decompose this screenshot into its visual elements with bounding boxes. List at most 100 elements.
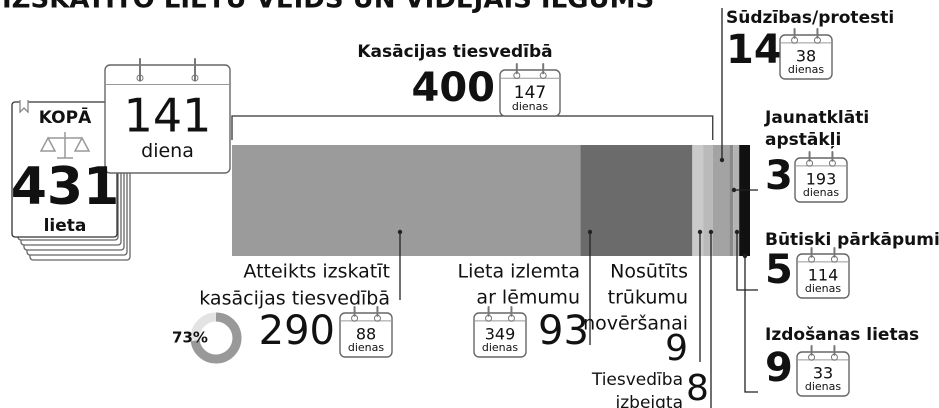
calendar-ring-base xyxy=(513,72,521,80)
calendar-ring-base xyxy=(791,36,799,44)
calendar-frame xyxy=(104,64,231,174)
segment-label: Lieta izlemta xyxy=(457,261,580,283)
segment-value: 3 xyxy=(765,153,793,199)
calendar-ring-base xyxy=(507,314,515,322)
segment-label: ar lēmumu xyxy=(476,287,580,309)
calendar-unit: diena xyxy=(141,140,194,162)
book-stack xyxy=(11,100,131,261)
leader-dot xyxy=(587,229,593,235)
share-arc xyxy=(190,312,242,364)
calendar-unit: dienas xyxy=(788,63,825,76)
calendar-frame xyxy=(794,157,848,203)
segment-label: kasācijas tiesvedībā xyxy=(199,288,390,310)
bar-segment xyxy=(692,145,704,256)
segment-value: 8 xyxy=(686,368,709,408)
bar-segment xyxy=(703,145,713,256)
segment-label: novēršanai xyxy=(583,313,688,335)
bar-segment xyxy=(232,145,581,256)
bar-segment xyxy=(712,145,730,256)
calendar-frame xyxy=(473,312,527,358)
segment-label: izbeigta xyxy=(616,393,684,408)
group-label: Kasācijas tiesvedībā xyxy=(357,42,552,62)
segment-label: Atteikts izskatīt xyxy=(243,261,390,283)
calendar-ring-base xyxy=(830,353,838,361)
leader-dot xyxy=(397,229,403,235)
calendar-days: 349 xyxy=(485,325,516,344)
segment-label: apstākļi xyxy=(765,130,841,150)
group-value: 400 xyxy=(412,65,496,111)
segment-value: 290 xyxy=(259,308,335,354)
bar-segment xyxy=(729,145,734,256)
segment-value: 93 xyxy=(538,308,589,354)
segment-value: 9 xyxy=(665,328,688,369)
segment-label: Nosūtīts xyxy=(610,261,688,283)
calendar-unit: dienas xyxy=(805,282,842,295)
calendar-unit: dienas xyxy=(805,380,842,393)
calendar-ring-base xyxy=(808,255,816,263)
calendar-frame xyxy=(796,253,850,299)
scales-icon xyxy=(39,132,91,159)
calendar-frame xyxy=(779,34,833,80)
total-label: KOPĀ xyxy=(39,106,92,128)
calendar-ring-base xyxy=(806,159,814,167)
calendar-days: 141 xyxy=(124,89,212,143)
calendar-ring-base xyxy=(830,255,838,263)
leader-line xyxy=(744,256,758,393)
calendar-frame xyxy=(339,312,393,358)
leader-dot xyxy=(734,229,740,235)
calendar-unit: dienas xyxy=(348,341,385,354)
total-value: 431 xyxy=(11,157,120,217)
leader-dot xyxy=(742,253,748,259)
calendar-ring-base xyxy=(828,159,836,167)
chart-title: IZSKATĪTO LIETU VEIDS UN VIDĒJAIS ILGUMS xyxy=(2,0,654,15)
share-label: 73% xyxy=(172,329,208,347)
calendar-ring-base xyxy=(136,74,144,82)
calendar-days: 38 xyxy=(796,47,816,66)
calendar-unit: dienas xyxy=(482,341,519,354)
calendar-ring-base xyxy=(813,36,821,44)
calendar-frame xyxy=(796,351,850,397)
bar-segment xyxy=(733,145,740,256)
calendar-unit: dienas xyxy=(512,100,549,113)
segment-label: Jaunatklāti xyxy=(764,108,869,128)
segment-value: 5 xyxy=(765,247,793,293)
segment-label: Izdošanas lietas xyxy=(765,325,919,345)
total-unit: lieta xyxy=(44,216,87,236)
calendar-ring-base xyxy=(191,74,199,82)
leader-dot xyxy=(719,157,725,163)
calendar-ring-base xyxy=(808,353,816,361)
calendar-ring-base xyxy=(539,72,547,80)
calendar-days: 114 xyxy=(808,266,839,285)
calendar-ring-base xyxy=(485,314,493,322)
calendar-frame xyxy=(499,69,561,117)
calendar-ring-base xyxy=(373,314,381,322)
calendar-days: 147 xyxy=(514,83,546,103)
group-bracket xyxy=(231,115,714,140)
bar-segment xyxy=(739,145,750,256)
calendar-days: 33 xyxy=(813,364,833,383)
leader-line xyxy=(736,232,758,291)
segment-label: trūkumu xyxy=(608,287,688,309)
segment-label: Tiesvedība xyxy=(591,370,683,390)
leader-dot xyxy=(697,229,703,235)
segment-label: Sūdzības/protesti xyxy=(726,8,894,28)
bar-segment xyxy=(580,145,693,256)
calendar-days: 88 xyxy=(356,325,376,344)
calendar-unit: dienas xyxy=(803,186,840,199)
leader-dot xyxy=(731,187,737,193)
calendar-ring-base xyxy=(351,314,359,322)
leader-dot xyxy=(708,229,714,235)
calendar-days: 193 xyxy=(806,170,837,189)
segment-value: 9 xyxy=(765,345,793,391)
segment-label: Būtiski pārkāpumi xyxy=(765,230,939,250)
segment-value: 14 xyxy=(726,27,782,73)
